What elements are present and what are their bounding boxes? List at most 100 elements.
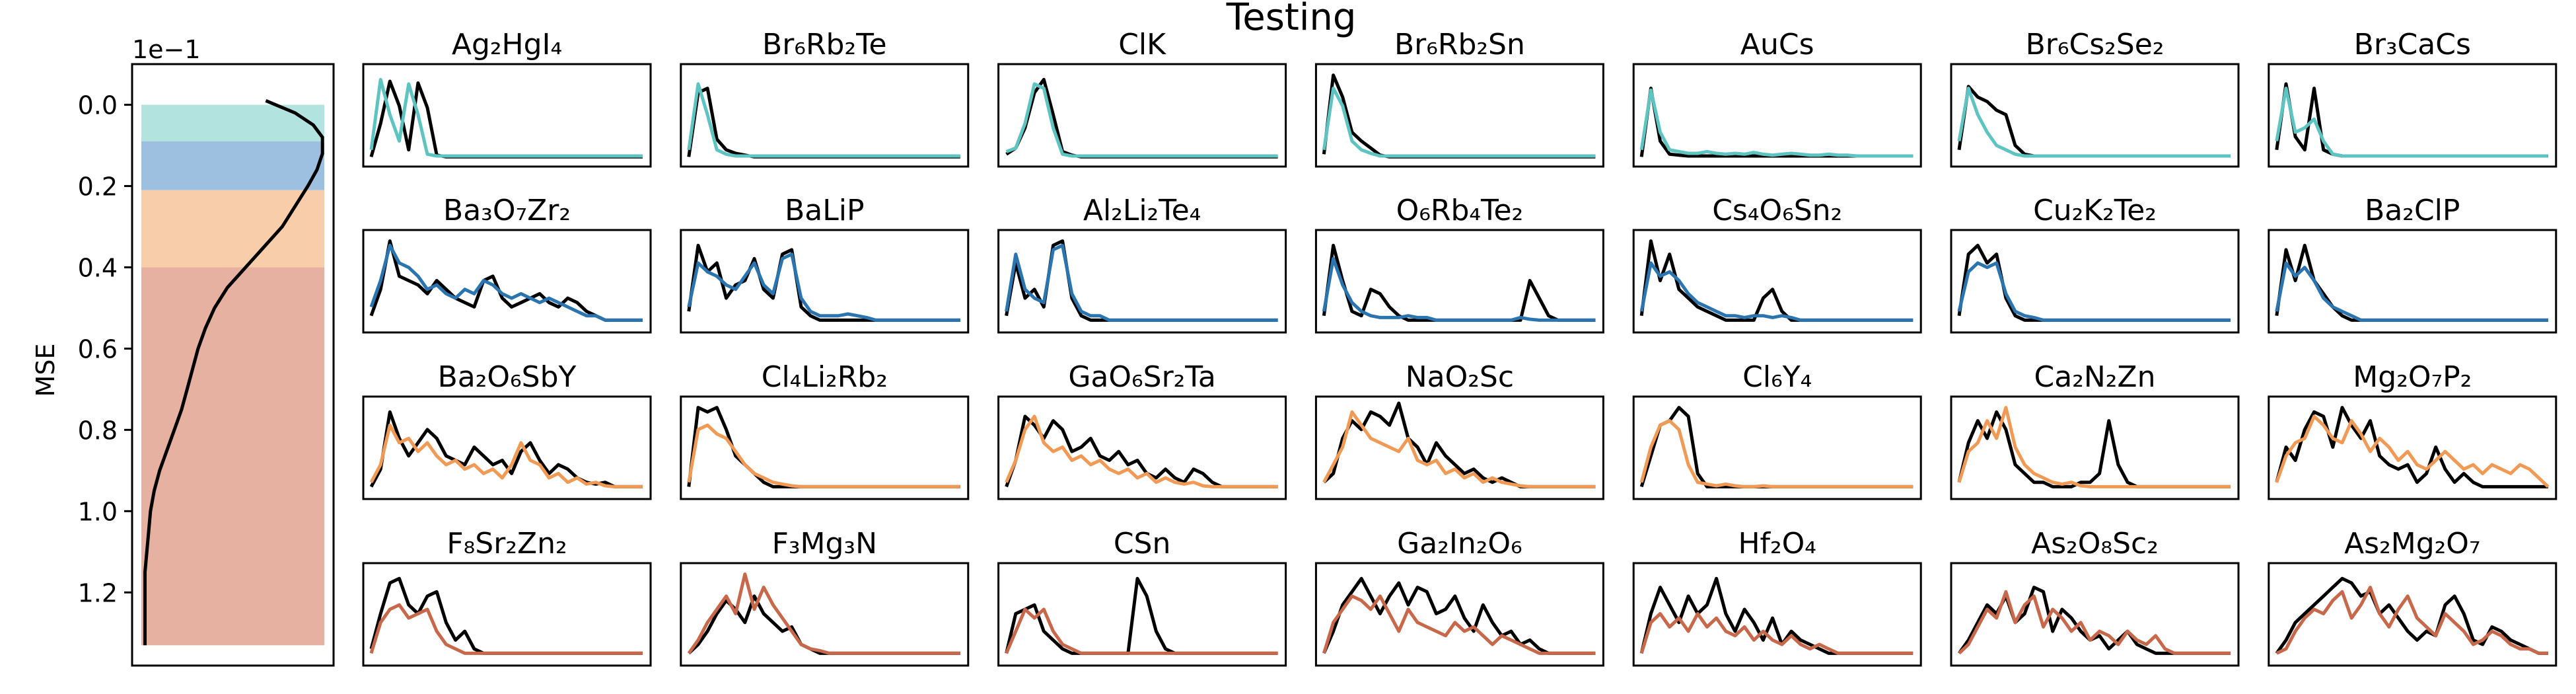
subplot-title: CSn xyxy=(1114,527,1171,560)
target-spectrum-line xyxy=(369,410,643,488)
subplot-title: Ba₂O₆SbY xyxy=(438,360,577,394)
predicted-spectrum-line xyxy=(2275,586,2548,655)
subplot-frame xyxy=(680,395,970,500)
axis-offset-label: 1e−1 xyxy=(132,35,201,64)
predicted-spectrum-line xyxy=(1639,261,1914,322)
target-spectrum-line xyxy=(1322,576,1596,655)
spectrum-subplot: Al₂Li₂Te₄ xyxy=(997,194,1287,334)
spectrum-subplot: As₂O₈Sc₂ xyxy=(1950,527,2240,667)
spectrum-subplot: Br₆Cs₂Se₂ xyxy=(1950,28,2240,168)
target-spectrum-line xyxy=(1639,239,1914,322)
mse-distribution-panel: 0.0 0.2 0.4 0.6 0.8 1.0 1.2 1e−1 MSE xyxy=(31,35,335,667)
subplot-title: F₈Sr₂Zn₂ xyxy=(447,527,567,560)
spectrum-subplot: F₃Mg₃N xyxy=(680,527,970,667)
subplot-frame xyxy=(1314,395,1604,500)
mse-band-4 xyxy=(141,267,324,646)
predicted-spectrum-line xyxy=(1322,87,1596,158)
subplot-frame xyxy=(362,562,652,667)
target-spectrum-line xyxy=(2275,82,2548,158)
spectrum-subplot: Cs₄O₆Sn₂ xyxy=(1632,194,1922,334)
subplot-frame xyxy=(997,395,1287,500)
subplot-title: NaO₂Sc xyxy=(1406,360,1514,394)
subplot-frame xyxy=(362,63,652,168)
subplot-frame xyxy=(1632,395,1922,500)
target-spectrum-line xyxy=(687,87,960,159)
predicted-spectrum-line xyxy=(1005,607,1278,655)
predicted-spectrum-line xyxy=(687,423,960,488)
subplot-frame xyxy=(1950,63,2240,168)
spectrum-subplot: Ca₂N₂Zn xyxy=(1950,360,2240,500)
subplot-frame xyxy=(2268,229,2558,334)
spectrum-subplot: Br₃CaCs xyxy=(2268,28,2558,168)
subplot-frame xyxy=(1632,229,1922,334)
spectrum-subplot: Ba₂O₆SbY xyxy=(362,360,652,500)
predicted-spectrum-line xyxy=(2275,414,2550,488)
subplot-frame xyxy=(680,229,970,334)
spectrum-subplot: CSn xyxy=(997,527,1287,667)
subplot-frame xyxy=(362,229,652,334)
spectrum-subplot: O₆Rb₄Te₂ xyxy=(1314,194,1604,334)
subplot-title: Cu₂K₂Te₂ xyxy=(2033,194,2157,227)
spectrum-subplot: Ba₂ClP xyxy=(2268,194,2558,334)
spectrum-subplot: GaO₆Sr₂Ta xyxy=(997,360,1287,500)
subplot-frame xyxy=(1314,63,1604,168)
y-tick-label: 1.2 xyxy=(78,578,118,607)
spectrum-subplot: As₂Mg₂O₇ xyxy=(2268,527,2558,667)
subplot-title: ClK xyxy=(1118,28,1166,61)
subplot-title: Br₃CaCs xyxy=(2354,28,2471,61)
target-spectrum-line xyxy=(1322,243,1596,322)
subplot-title: F₃Mg₃N xyxy=(772,527,877,560)
subplot-title: Ca₂N₂Zn xyxy=(2034,360,2156,394)
density-curve xyxy=(143,98,324,646)
spectrum-subplot: Ag₂HgI₄ xyxy=(362,28,652,168)
spectrum-subplot: Ba₃O₇Zr₂ xyxy=(362,194,652,334)
mse-band-1 xyxy=(141,104,324,141)
subplot-frame xyxy=(997,562,1287,667)
subplot-title: Hf₂O₄ xyxy=(1738,527,1816,560)
y-tick-label: 0.2 xyxy=(78,172,118,201)
spectrum-subplot: AuCs xyxy=(1632,28,1922,168)
spectrum-subplot: BaLiP xyxy=(680,194,970,334)
subplot-frame xyxy=(997,229,1287,334)
subplot-title: Ba₃O₇Zr₂ xyxy=(443,194,571,227)
predicted-spectrum-line xyxy=(369,603,643,655)
subplot-frame xyxy=(1950,562,2240,667)
spectrum-subplot: NaO₂Sc xyxy=(1314,360,1604,500)
subplot-title: Ba₂ClP xyxy=(2365,194,2460,227)
y-tick-label: 0.8 xyxy=(78,416,118,445)
predicted-spectrum-line xyxy=(2275,261,2548,322)
predicted-spectrum-line xyxy=(369,423,643,488)
predicted-spectrum-line xyxy=(1005,243,1278,322)
subplot-frame xyxy=(1314,229,1604,334)
subplot-frame xyxy=(2268,395,2558,500)
target-spectrum-line xyxy=(2275,243,2548,322)
y-tick-label: 0.6 xyxy=(78,334,118,364)
spectrum-subplot: Ga₂In₂O₆ xyxy=(1314,527,1604,667)
predicted-spectrum-line xyxy=(687,82,960,158)
subplot-title: BaLiP xyxy=(785,194,864,227)
subplot-title: Br₆Rb₂Sn xyxy=(1394,28,1525,61)
subplot-title: As₂Mg₂O₇ xyxy=(2344,527,2480,560)
subplot-title: As₂O₈Sc₂ xyxy=(2031,527,2159,560)
predicted-spectrum-line xyxy=(2275,87,2548,158)
spectrum-subplot: Br₆Rb₂Sn xyxy=(1314,28,1604,168)
subplot-frame xyxy=(1950,395,2240,500)
subplot-title: O₆Rb₄Te₂ xyxy=(1396,194,1524,227)
subplot-frame xyxy=(2268,562,2558,667)
y-tick-label: 0.0 xyxy=(78,91,118,120)
subplot-frame xyxy=(1632,63,1922,168)
target-spectrum-line xyxy=(687,406,960,488)
subplot-title: Mg₂O₇P₂ xyxy=(2353,360,2472,394)
spectrum-subplot: Br₆Rb₂Te xyxy=(680,28,970,168)
subplot-frame xyxy=(680,63,970,168)
spectrum-subplot: ClK xyxy=(997,28,1287,168)
y-tick-label: 1.0 xyxy=(78,497,118,526)
predicted-spectrum-line xyxy=(1322,410,1596,488)
target-spectrum-line xyxy=(2275,406,2548,488)
y-axis-label: MSE xyxy=(31,344,60,397)
subplot-title: Cl₄Li₂Rb₂ xyxy=(762,360,888,394)
spectrum-subplot: Cl₆Y₄ xyxy=(1632,360,1922,500)
subplot-frame xyxy=(362,395,652,500)
predicted-spectrum-line xyxy=(1005,414,1278,488)
predicted-spectrum-line xyxy=(1005,82,1278,158)
